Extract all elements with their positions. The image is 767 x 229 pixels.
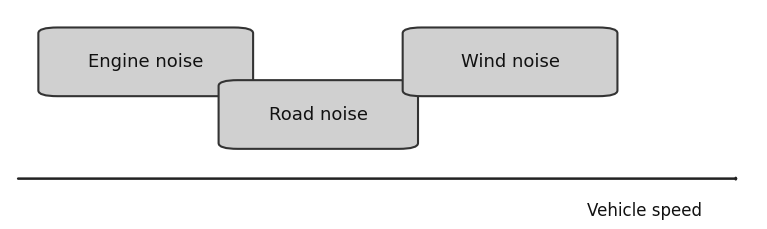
FancyBboxPatch shape <box>38 27 253 96</box>
Text: Road noise: Road noise <box>268 106 368 123</box>
Text: Wind noise: Wind noise <box>460 53 560 71</box>
Text: Engine noise: Engine noise <box>88 53 203 71</box>
FancyBboxPatch shape <box>403 27 617 96</box>
FancyBboxPatch shape <box>219 80 418 149</box>
Text: Vehicle speed: Vehicle speed <box>587 202 702 220</box>
